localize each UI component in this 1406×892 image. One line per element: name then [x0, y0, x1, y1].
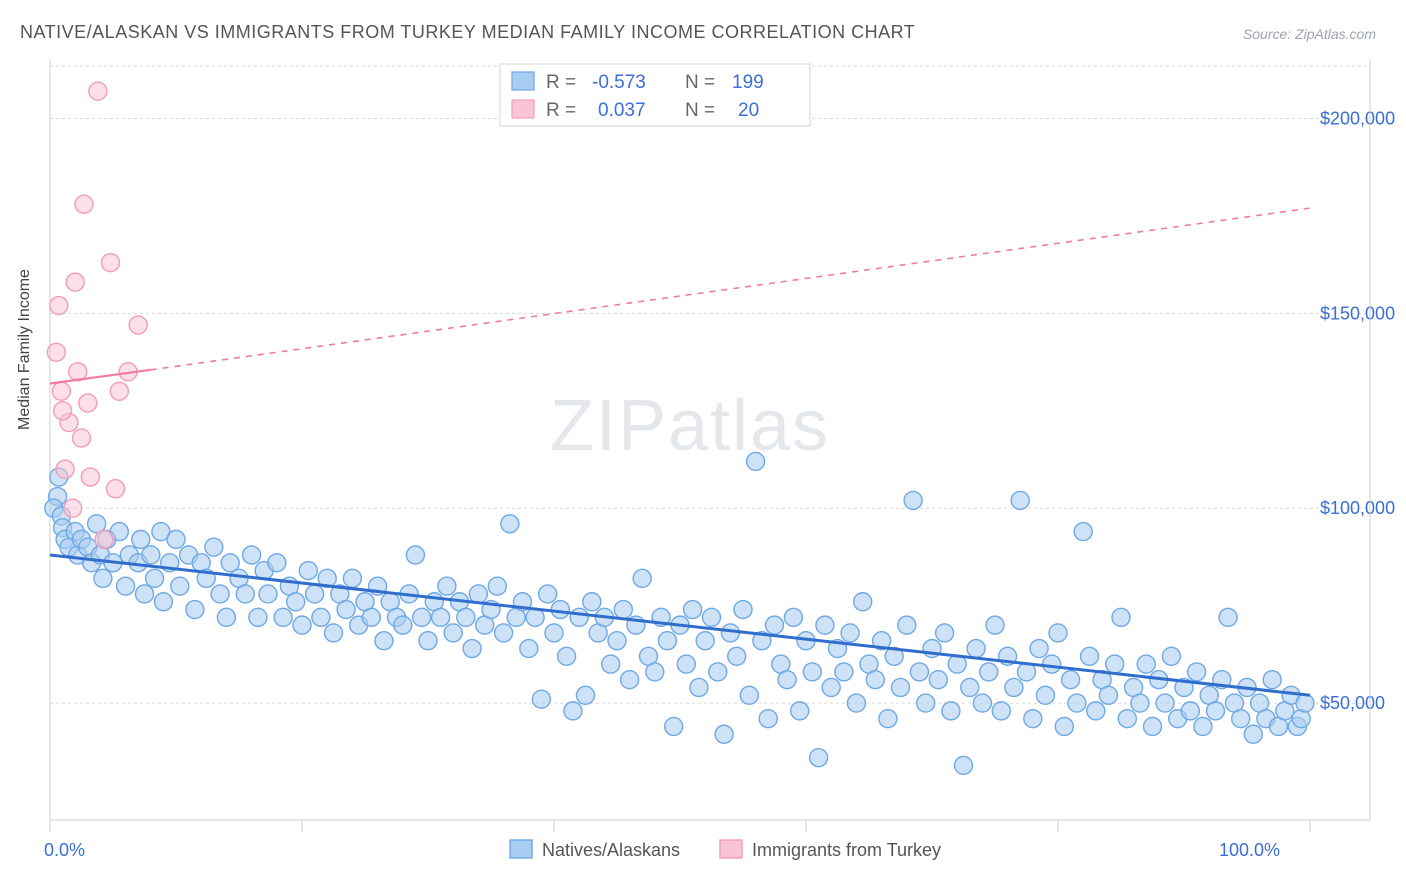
- svg-text:199: 199: [732, 72, 764, 93]
- svg-text:$100,000: $100,000: [1320, 498, 1395, 518]
- svg-text:0.0%: 0.0%: [44, 840, 85, 860]
- svg-text:Immigrants from Turkey: Immigrants from Turkey: [752, 840, 941, 860]
- svg-text:100.0%: 100.0%: [1219, 840, 1280, 860]
- svg-text:$50,000: $50,000: [1320, 693, 1385, 713]
- svg-text:Natives/Alaskans: Natives/Alaskans: [542, 840, 680, 860]
- svg-text:ZIPatlas: ZIPatlas: [550, 386, 830, 466]
- svg-text:$150,000: $150,000: [1320, 303, 1395, 323]
- svg-text:R =: R =: [546, 72, 576, 93]
- scatter-chart: $50,000 $100,000 $150,000 $200,000 ZIPatlas R…: [0, 0, 1406, 892]
- svg-text:N =: N =: [685, 72, 715, 93]
- svg-text:20: 20: [738, 100, 759, 121]
- svg-text:-0.573: -0.573: [592, 72, 646, 93]
- svg-text:R =: R =: [546, 100, 576, 121]
- svg-text:0.037: 0.037: [598, 100, 646, 121]
- svg-text:$200,000: $200,000: [1320, 108, 1395, 128]
- svg-text:N =: N =: [685, 100, 715, 121]
